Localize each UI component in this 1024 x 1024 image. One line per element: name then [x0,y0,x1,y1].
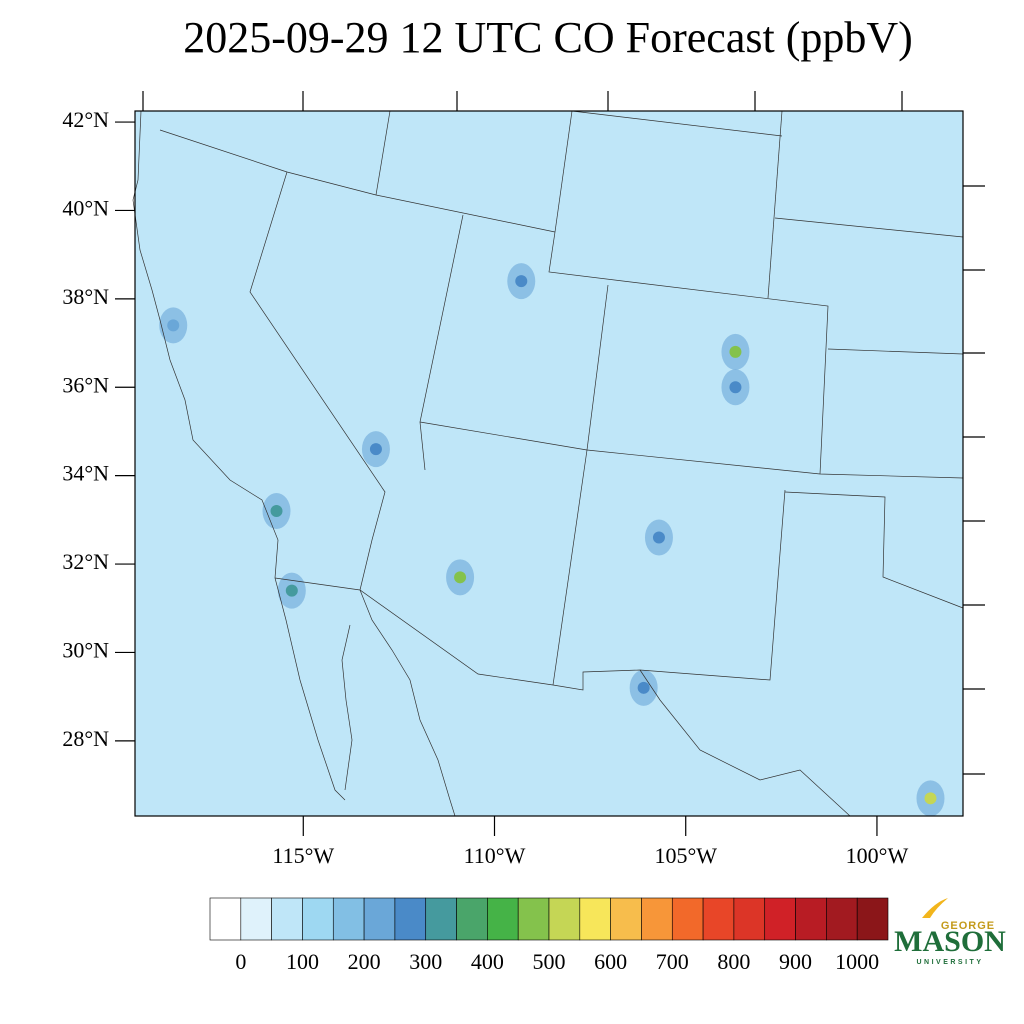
logo: GEORGE MASON UNIVERSITY [894,898,1006,966]
colorbar-box [671,897,704,941]
map-frame [134,110,964,817]
colorbar-label: 900 [779,949,812,974]
state-line [774,217,964,238]
title: 2025-09-29 12 UTC CO Forecast (ppbV) [183,13,913,62]
colorbar-label: 500 [533,949,566,974]
state-line [571,110,783,137]
hotspot [285,584,298,597]
colorbar-box [456,897,488,941]
colorbar-box [579,897,611,941]
colorbar-box [702,897,735,941]
hotspot [167,319,180,332]
hotspot [270,505,283,518]
colorbar-box [240,897,272,941]
hotspot [729,381,742,394]
hotspot [924,792,937,805]
state-line [767,110,783,299]
colorbar-box [363,897,396,941]
state-line [419,421,964,479]
state-line [375,110,391,196]
y-tick-label: 34°N [62,461,109,486]
colorbar-box [795,897,827,941]
colorbar-label: 200 [348,949,381,974]
state-line [249,171,386,591]
hotspot [729,345,742,358]
hotspot [454,571,467,584]
colorbar-box [209,897,242,941]
y-tick-label: 38°N [62,284,109,309]
x-tick-label: 100°W [846,843,909,868]
x-tick-label: 110°W [464,843,526,868]
frame-ticks [142,91,985,775]
colorbar-box [610,897,642,941]
colorbar-label: 100 [286,949,319,974]
colorbar-box [826,897,858,941]
gulf-coast [359,589,456,817]
rio-grande [639,669,851,817]
hotspot [369,443,382,456]
colorbar-box [487,897,519,941]
state-line [274,489,786,691]
colorbar-box [856,897,889,941]
state-line [827,348,964,355]
y-tick-label: 42°N [62,107,109,132]
state-line [784,491,964,609]
hotspot-layer [159,263,945,817]
colorbar-box [332,897,365,941]
colorbar: 0 100 200 300 400 500 600 700 800 900 1000 [209,897,889,974]
colorbar-box [271,897,303,941]
colorbar-box [425,897,457,941]
x-tick-label: 105°W [654,843,717,868]
state-line [159,129,556,233]
colorbar-box [733,897,766,941]
colorbar-box [517,897,550,941]
colorbar-box [548,897,581,941]
colorbar-label: 600 [594,949,627,974]
borders [132,110,964,817]
y-tick-label: 40°N [62,195,109,220]
logo-flame [922,898,948,918]
colorbar-label: 300 [409,949,442,974]
state-line [554,110,573,233]
logo-bottom: UNIVERSITY [916,959,983,966]
hotspot [515,275,528,288]
colorbar-label: 1000 [835,949,879,974]
y-tick-label: 36°N [62,372,109,397]
hotspot [637,681,650,694]
colorbar-label: 800 [717,949,750,974]
coastline [132,110,346,801]
state-line [548,231,829,475]
logo-top: GEORGE [941,920,995,932]
colorbar-box [764,897,796,941]
colorbar-label: 700 [656,949,689,974]
y-tick-label: 28°N [62,726,109,751]
colorbar-box [394,897,427,941]
y-tick-label: 32°N [62,549,109,574]
colorbar-label: 0 [235,949,246,974]
baja-east-coast [341,624,353,791]
y-tick-label: 30°N [62,638,109,663]
colorbar-box [302,897,334,941]
colorbar-label: 400 [471,949,504,974]
logo-name: MASON [894,925,1006,958]
colorbar-box [641,897,673,941]
x-tick-label: 115°W [272,843,334,868]
hotspot [652,531,665,544]
map-area [135,111,963,816]
